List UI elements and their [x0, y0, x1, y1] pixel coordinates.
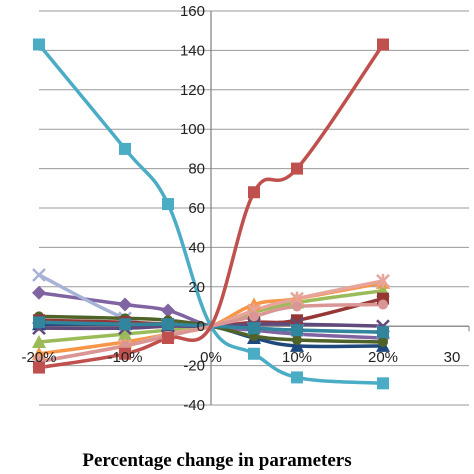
data-point-circle: [378, 336, 388, 347]
data-point-square: [291, 371, 303, 384]
x-tick-label: 20%: [368, 349, 398, 366]
x-tick-label: 10%: [282, 349, 312, 366]
series-markers: [32, 38, 390, 390]
x-tick-label: -20%: [21, 349, 56, 366]
data-point-square: [33, 38, 45, 51]
data-point-square: [291, 324, 303, 337]
data-point-square: [248, 322, 260, 335]
data-point-diamond: [32, 285, 46, 300]
x-axis-title: Percentage change in parameters: [82, 450, 351, 471]
tick-labels: -40 -20 0 20 40 60 80 100 120 140 160 -20% -10% 0% 10%…: [21, 3, 460, 414]
y-tick-label: 140: [180, 42, 205, 59]
y-tick-label: -20: [183, 358, 205, 375]
data-point-diamond: [118, 297, 132, 312]
y-tick-label: 60: [188, 200, 205, 217]
data-point-circle: [292, 301, 302, 312]
data-point-square: [162, 198, 174, 211]
data-point-square: [291, 314, 303, 327]
data-point-x: [32, 268, 46, 282]
y-tick-label: 120: [180, 82, 205, 99]
y-tick-label: 20: [188, 279, 205, 296]
x-tick-label: 30: [444, 349, 461, 366]
data-point-triangle: [118, 327, 132, 341]
data-point-square: [377, 38, 389, 51]
data-point-square: [33, 316, 45, 329]
x-tick-label: 0%: [200, 349, 222, 366]
data-point-circle: [249, 311, 259, 322]
data-point-square: [119, 142, 131, 155]
data-point-circle: [378, 299, 388, 310]
data-point-square: [162, 318, 174, 331]
data-point-square: [291, 162, 303, 175]
data-point-square: [377, 326, 389, 339]
data-point-square: [248, 347, 260, 360]
data-point-square: [248, 186, 260, 199]
data-point-star: [376, 273, 390, 288]
y-tick-label: 100: [180, 121, 205, 138]
data-point-square: [119, 318, 131, 331]
x-tick-label: -10%: [107, 349, 142, 366]
data-point-diamond: [161, 303, 175, 318]
data-point-square: [162, 332, 174, 345]
data-point-square: [377, 377, 389, 390]
data-point-square: [119, 347, 131, 360]
data-point-triangle: [290, 338, 304, 352]
data-point-circle: [292, 334, 302, 345]
y-tick-label: 160: [180, 3, 205, 20]
data-point-triangle: [32, 334, 46, 348]
y-tick-label: 40: [188, 239, 205, 256]
data-point-square: [33, 361, 45, 374]
y-tick-label: -40: [183, 397, 205, 414]
y-tick-label: 80: [188, 161, 205, 178]
y-tick-label: 0: [197, 318, 205, 335]
